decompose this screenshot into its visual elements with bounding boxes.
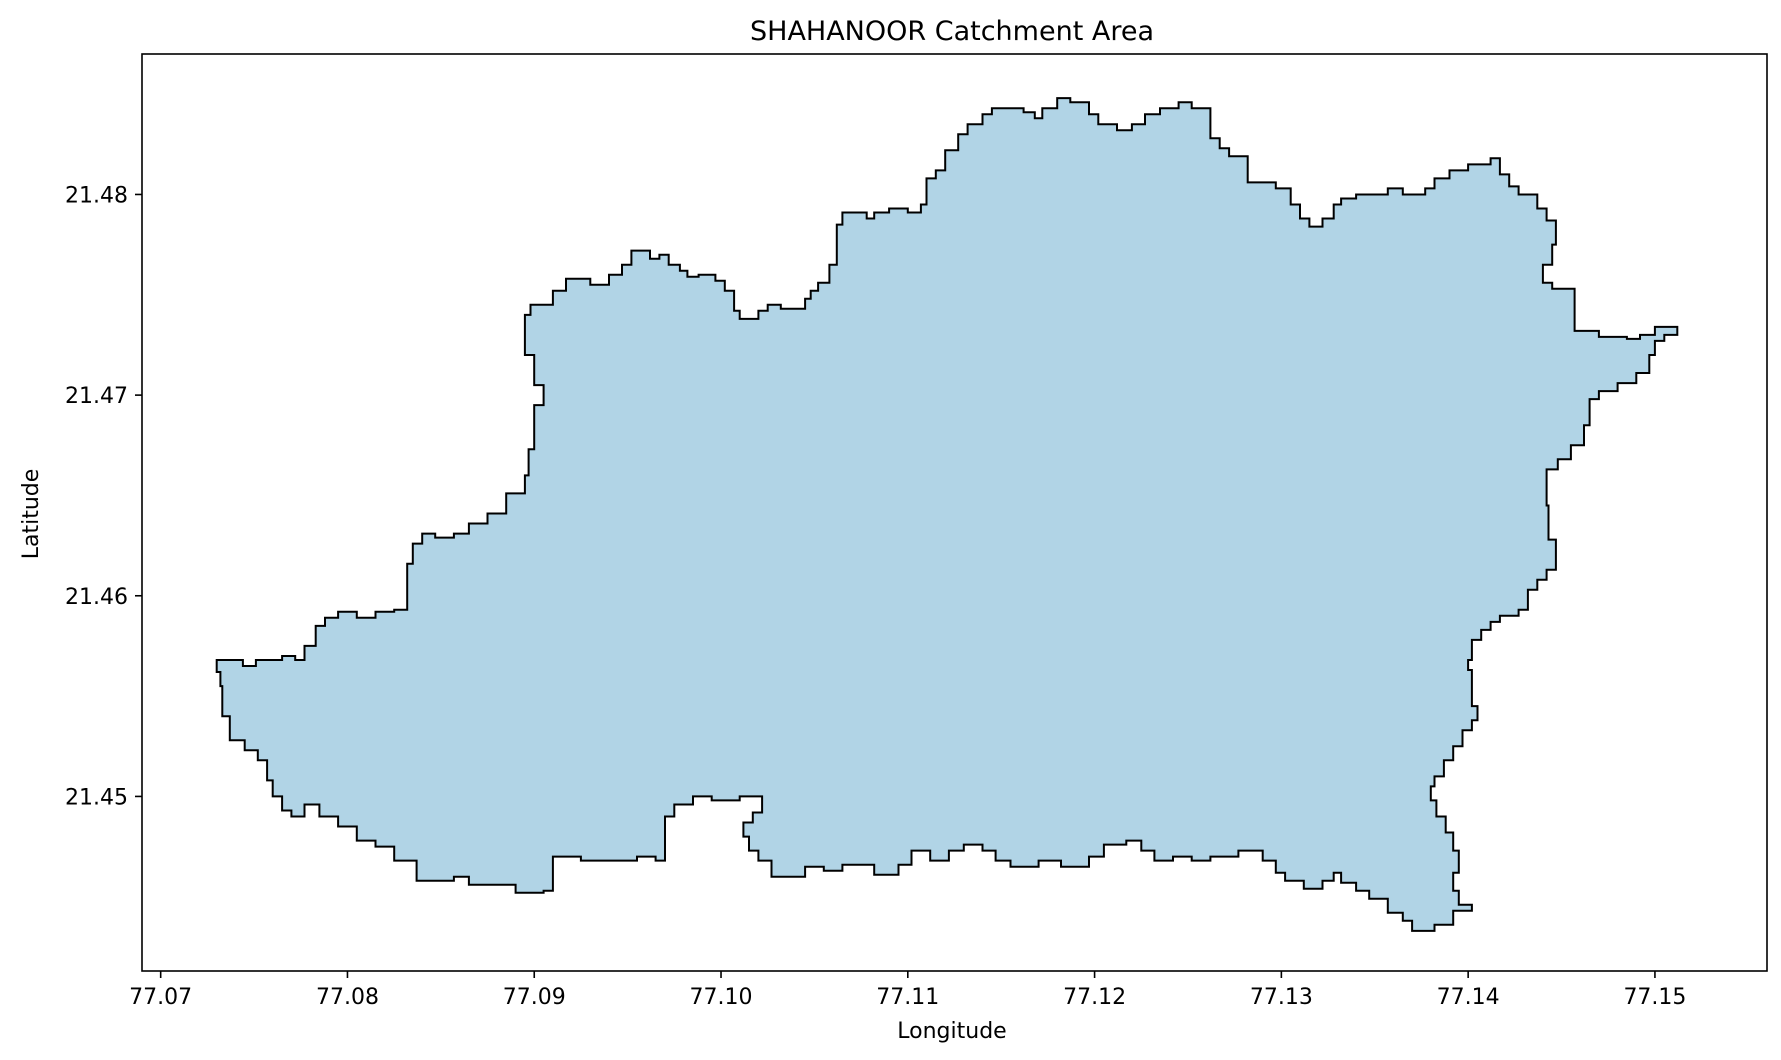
x-tick-label: 77.11 — [876, 985, 939, 1010]
x-tick-label: 77.08 — [316, 985, 379, 1010]
x-axis: 77.07 77.08 77.09 77.10 77.11 77.12 77.13 77.14… — [129, 971, 1686, 1010]
x-tick-label: 77.10 — [690, 985, 753, 1010]
y-tick-label: 21.46 — [65, 585, 128, 610]
y-tick-label: 21.48 — [65, 183, 128, 208]
y-axis: 21.45 21.46 21.47 21.48 — [65, 183, 142, 810]
y-tick-label: 21.45 — [65, 785, 128, 810]
x-tick-label: 77.09 — [503, 985, 566, 1010]
chart-title: SHAHANOOR Catchment Area — [750, 16, 1154, 47]
axes-frame — [141, 53, 1768, 972]
x-tick-label: 77.13 — [1250, 985, 1313, 1010]
x-tick-label: 77.07 — [129, 985, 192, 1010]
y-tick-label: 21.47 — [65, 384, 128, 409]
x-axis-label: Longitude — [897, 1019, 1006, 1044]
y-axis-label: Latitude — [19, 469, 44, 560]
catchment-polygon — [215, 97, 1679, 932]
x-tick-label: 77.14 — [1437, 985, 1500, 1010]
x-tick-label: 77.15 — [1623, 985, 1686, 1010]
plot-area — [141, 53, 1768, 972]
x-tick-label: 77.12 — [1063, 985, 1126, 1010]
